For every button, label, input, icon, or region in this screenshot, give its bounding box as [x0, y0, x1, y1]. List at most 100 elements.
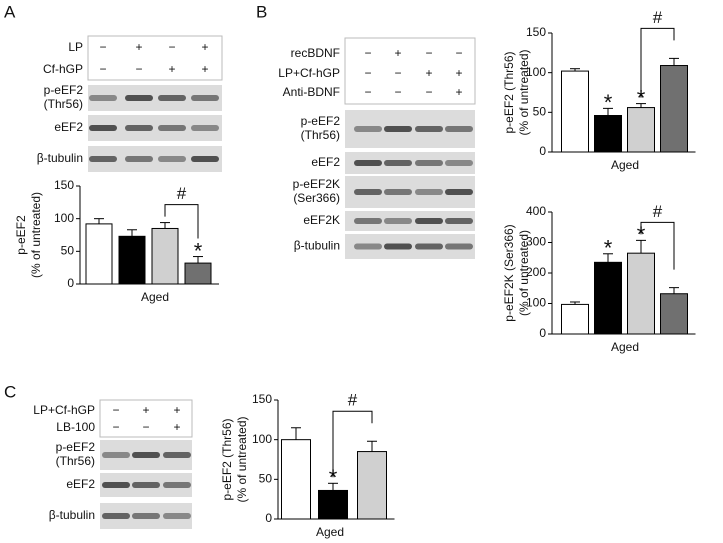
- significance-star: *: [194, 238, 203, 263]
- band-label: (Thr56): [56, 454, 95, 468]
- condition-label: LB-100: [56, 420, 95, 434]
- condition-sign: −: [142, 420, 149, 434]
- condition-sign: −: [99, 62, 106, 76]
- blot-band: [163, 452, 191, 458]
- band-label: (Thr56): [301, 128, 340, 142]
- band-label: (Ser366): [293, 191, 340, 205]
- x-axis-label: Aged: [611, 158, 639, 172]
- band-label: β-tubulin: [37, 151, 83, 165]
- y-axis-label: (% of untreated): [235, 416, 249, 502]
- condition-label: LP+Cf-hGP: [278, 66, 340, 80]
- panel-label: C: [4, 382, 16, 401]
- condition-sign: +: [455, 85, 462, 99]
- condition-sign: −: [364, 85, 371, 99]
- condition-sign: +: [142, 403, 149, 417]
- bar: [594, 115, 622, 153]
- panel-label: B: [256, 2, 267, 21]
- blot-band: [158, 156, 186, 162]
- band-label: p-eEF2: [44, 83, 84, 97]
- condition-label: LP+Cf-hGP: [33, 403, 95, 417]
- condition-sign: +: [394, 46, 401, 60]
- bar: [85, 223, 113, 285]
- bar: [660, 293, 688, 335]
- y-axis-label: p-eEF2K (Ser366): [502, 224, 516, 321]
- blot-band: [445, 160, 473, 166]
- condition-box: [87, 35, 223, 81]
- bar: [118, 235, 146, 285]
- blot-band: [415, 218, 443, 224]
- band-label: eEF2: [54, 120, 83, 134]
- condition-sign: −: [99, 40, 106, 54]
- condition-sign: −: [364, 46, 371, 60]
- y-tick-label: 100: [54, 211, 74, 225]
- blot-band: [163, 482, 191, 488]
- blot-band: [384, 218, 412, 224]
- condition-label: LP: [68, 40, 83, 54]
- condition-sign: +: [173, 420, 180, 434]
- blot-band: [415, 126, 443, 132]
- blot-band: [125, 125, 153, 131]
- blot-band: [415, 189, 443, 195]
- y-tick-label: 0: [539, 326, 546, 340]
- significance-star: *: [604, 236, 613, 261]
- bar: [627, 107, 655, 153]
- condition-sign: −: [425, 85, 432, 99]
- bar: [151, 227, 179, 285]
- significance-star: *: [604, 90, 613, 115]
- blot-band: [354, 218, 382, 224]
- band-label: eEF2: [66, 477, 95, 491]
- condition-sign: −: [394, 66, 401, 80]
- y-tick-label: 0: [67, 276, 74, 290]
- condition-box: [99, 399, 193, 438]
- blot-band: [384, 243, 412, 250]
- condition-sign: −: [364, 66, 371, 80]
- y-tick-label: 100: [526, 296, 546, 310]
- blot-band: [102, 452, 130, 458]
- blot-band: [191, 125, 219, 131]
- y-tick-label: 150: [54, 178, 74, 192]
- condition-label: recBDNF: [291, 46, 340, 60]
- y-tick-label: 0: [265, 511, 272, 525]
- condition-sign: −: [425, 46, 432, 60]
- significance-hash: #: [653, 202, 663, 221]
- y-axis-label: (% of untreated): [29, 192, 43, 278]
- panel-label: A: [4, 2, 16, 21]
- condition-sign: +: [173, 403, 180, 417]
- blot-band: [445, 218, 473, 224]
- bracket: [332, 410, 373, 478]
- y-axis-label: p-eEF2: [14, 215, 28, 255]
- y-tick-label: 50: [259, 472, 273, 486]
- blot-band: [354, 160, 382, 166]
- condition-sign: +: [135, 40, 142, 54]
- significance-hash: #: [177, 184, 187, 203]
- blot-band: [125, 156, 153, 162]
- blot-band: [384, 189, 412, 195]
- blot-band: [89, 156, 117, 162]
- blot-band: [89, 125, 117, 131]
- blot-band: [125, 95, 153, 101]
- x-axis-label: Aged: [141, 290, 169, 304]
- condition-sign: −: [112, 420, 119, 434]
- bar: [561, 303, 589, 335]
- blot-band: [354, 243, 382, 250]
- significance-star: *: [329, 465, 338, 490]
- blot-band: [445, 189, 473, 195]
- significance-star: *: [637, 222, 646, 247]
- blot-band: [191, 95, 219, 101]
- y-axis-label: p-eEF2 (Thr56): [502, 51, 516, 133]
- bar: [357, 451, 387, 520]
- condition-label: Anti-BDNF: [283, 85, 340, 99]
- condition-sign: −: [168, 40, 175, 54]
- y-tick-label: 50: [533, 105, 547, 119]
- condition-sign: +: [201, 40, 208, 54]
- band-label: eEF2: [311, 155, 340, 169]
- bracket: [640, 221, 675, 270]
- blot-strip: [345, 211, 475, 231]
- band-label: p-eEF2: [56, 440, 96, 454]
- bracket: [640, 27, 675, 98]
- band-label: p-eEF2: [301, 114, 341, 128]
- condition-sign: −: [135, 62, 142, 76]
- blot-band: [158, 125, 186, 131]
- y-tick-label: 200: [526, 265, 546, 279]
